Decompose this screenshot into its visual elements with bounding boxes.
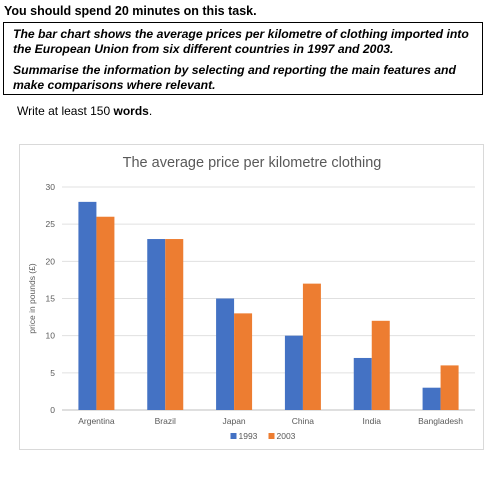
y-tick-label: 30: [46, 182, 56, 192]
y-tick-label: 5: [50, 368, 55, 378]
bar-2003-bangladesh: [440, 365, 459, 410]
task-description-box: The bar chart shows the average prices p…: [3, 22, 483, 95]
chart-title: The average price per kilometre clothing: [123, 155, 382, 171]
legend-swatch-2003: [268, 433, 275, 439]
task-heading: You should spend 20 minutes on this task…: [4, 4, 257, 18]
y-tick-label: 15: [46, 294, 56, 304]
y-axis-title: price in pounds (£): [27, 263, 37, 334]
bar-1993-bangladesh: [422, 387, 441, 410]
x-tick-label: China: [292, 416, 314, 426]
bar-1993-china: [284, 335, 303, 410]
bar-1993-japan: [216, 298, 235, 410]
instruction-prefix: Write at least 150: [17, 104, 114, 118]
instruction-bold: words: [113, 104, 149, 118]
y-tick-label: 25: [46, 219, 56, 229]
bar-2003-india: [371, 320, 390, 410]
chart-canvas: The average price per kilometre clothing…: [27, 155, 475, 441]
task-line-2: Summarise the information by selecting a…: [13, 63, 456, 92]
y-tick-label: 10: [46, 331, 56, 341]
y-tick-label: 20: [46, 256, 56, 266]
bar-1993-india: [353, 357, 372, 410]
x-tick-label: India: [363, 416, 382, 426]
word-count-instruction: Write at least 150 words.: [17, 104, 152, 118]
bar-2003-japan: [234, 313, 253, 410]
bar-2003-brazil: [165, 239, 184, 410]
bar-2003-argentina: [96, 216, 115, 410]
bar-1993-argentina: [78, 201, 97, 410]
x-tick-label: Argentina: [78, 416, 115, 426]
legend-swatch-1993: [230, 433, 237, 439]
bar-2003-china: [302, 283, 321, 410]
bar-chart: The average price per kilometre clothing…: [19, 144, 484, 450]
bar-1993-brazil: [147, 239, 166, 410]
y-tick-label: 0: [50, 405, 55, 415]
x-tick-label: Bangladesh: [418, 416, 463, 426]
legend-label-1993: 1993: [239, 431, 258, 441]
task-line-1: The bar chart shows the average prices p…: [13, 27, 469, 56]
x-tick-label: Brazil: [155, 416, 176, 426]
legend-label-2003: 2003: [277, 431, 296, 441]
x-tick-label: Japan: [222, 416, 245, 426]
instruction-suffix: .: [148, 104, 153, 118]
